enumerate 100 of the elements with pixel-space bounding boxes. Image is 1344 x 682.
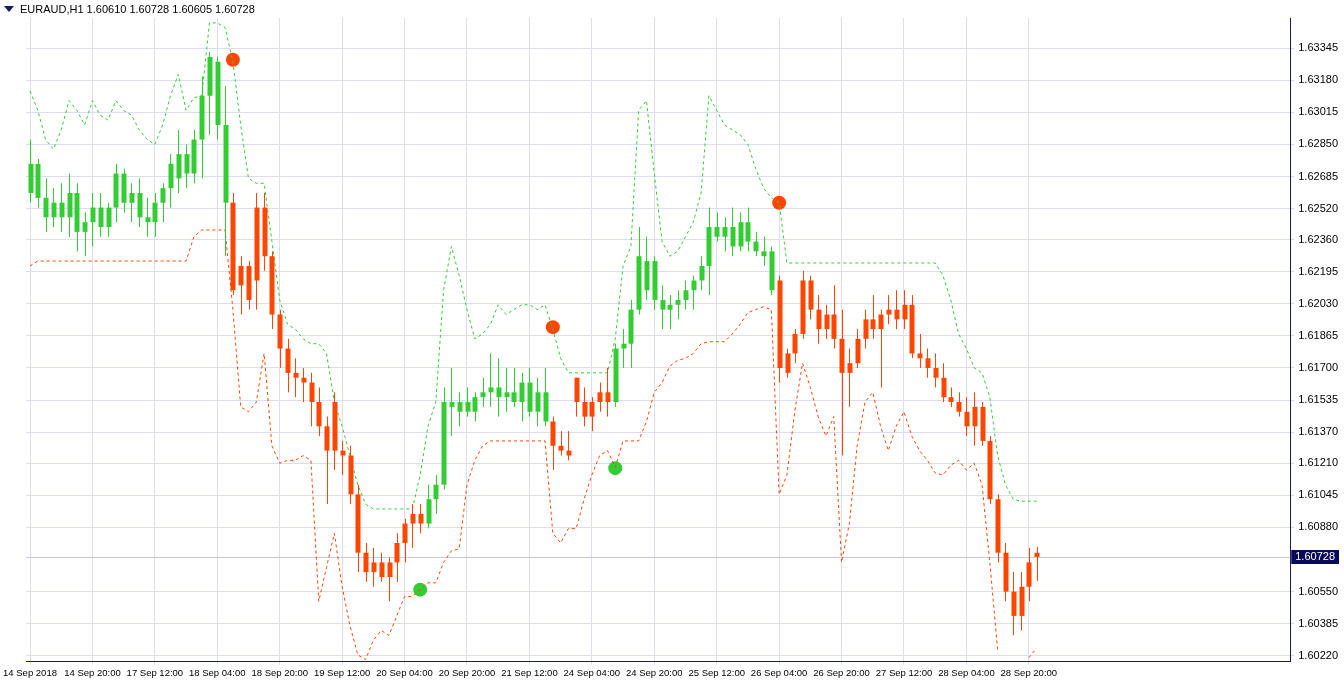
candlestick — [511, 367, 517, 408]
candlestick — [863, 309, 869, 350]
candlestick — [488, 352, 494, 408]
candlestick — [941, 362, 947, 403]
candlestick — [59, 182, 65, 233]
candlestick — [106, 202, 112, 238]
x-tick-label: 28 Sep 04:00 — [938, 666, 995, 678]
candlestick — [870, 294, 876, 340]
candlestick — [722, 216, 728, 252]
candlestick — [730, 207, 736, 257]
candlestick — [714, 211, 720, 243]
candlestick — [394, 532, 400, 583]
candlestick — [621, 328, 627, 369]
candlestick — [699, 255, 705, 291]
candlestick — [535, 377, 541, 427]
candlestick — [402, 518, 408, 563]
candlestick — [43, 177, 49, 233]
point — [608, 461, 623, 476]
candlestick — [691, 275, 697, 311]
candlestick — [886, 294, 892, 325]
candlestick — [152, 192, 158, 238]
candlestick — [472, 391, 478, 422]
x-tick-label: 24 Sep 04:00 — [563, 666, 621, 678]
x-tick-label: 14 Sep 2018 — [3, 666, 57, 678]
y-tick-label: 1.61700 — [1298, 361, 1338, 374]
candlestick — [1034, 546, 1040, 582]
candlestick — [129, 182, 135, 223]
candlestick — [98, 192, 104, 238]
x-tick-label: 26 Sep 20:00 — [813, 666, 870, 678]
candlestick — [605, 367, 611, 418]
point — [413, 582, 428, 597]
candlestick — [410, 503, 416, 549]
y-tick-label: 1.63345 — [1298, 41, 1338, 54]
point — [225, 52, 240, 67]
candlestick — [753, 231, 759, 257]
candlestick — [675, 289, 681, 320]
candlestick — [933, 352, 939, 388]
candlestick — [660, 284, 666, 330]
chart-title: EURAUD,H1 1.60610 1.60728 1.60605 1.60728 — [20, 3, 255, 15]
x-tick-label: 24 Sep 20:00 — [626, 666, 683, 678]
x-tick-label: 21 Sep 12:00 — [501, 666, 558, 678]
candlestick — [465, 386, 471, 418]
y-tick-label: 1.62030 — [1298, 296, 1338, 309]
y-tick-label: 1.61865 — [1298, 328, 1338, 341]
candlestick — [847, 348, 853, 408]
candlestick — [371, 547, 377, 588]
candlestick — [745, 207, 751, 252]
candlestick — [902, 289, 908, 330]
candlestick — [667, 294, 673, 330]
candlestick — [145, 197, 151, 238]
candlestick — [948, 386, 954, 408]
candlestick — [238, 255, 244, 316]
y-tick-label: 1.62195 — [1298, 264, 1338, 277]
line-series — [29, 22, 1038, 510]
candlestick — [917, 333, 923, 369]
candlestick — [816, 294, 822, 345]
y-tick-label: 1.62850 — [1298, 137, 1338, 150]
x-tick-label: 25 Sep 12:00 — [688, 666, 745, 678]
candlestick — [480, 377, 486, 408]
candlestick — [496, 357, 502, 418]
candlestick — [379, 552, 385, 583]
candlestick — [519, 372, 525, 422]
x-tick-label: 18 Sep 04:00 — [189, 666, 246, 678]
x-tick-label: 20 Sep 20:00 — [438, 666, 496, 678]
candlestick — [582, 386, 588, 427]
candlestick — [589, 396, 595, 432]
candlestick — [761, 236, 767, 267]
candlestick — [184, 143, 190, 189]
candlestick — [683, 280, 689, 311]
candlestick — [301, 367, 307, 403]
y-tick-label: 1.60880 — [1298, 520, 1338, 533]
candlestick — [894, 289, 900, 330]
candlestick — [878, 309, 884, 388]
candlestick — [558, 430, 564, 456]
y-tick-label: 1.62685 — [1298, 169, 1338, 182]
y-tick-label: 1.63015 — [1298, 105, 1338, 118]
y-tick-label: 1.60385 — [1298, 616, 1338, 629]
x-tick-label: 14 Sep 20:00 — [64, 666, 121, 678]
y-tick-label: 1.62520 — [1298, 201, 1338, 214]
candlestick — [363, 542, 369, 583]
candlestick — [824, 304, 830, 340]
y-tick-label: 1.61210 — [1298, 456, 1338, 469]
y-tick-label: 1.63180 — [1298, 73, 1338, 86]
x-tick-label: 27 Sep 12:00 — [875, 666, 933, 678]
candlestick — [449, 367, 455, 437]
candlestick — [956, 391, 962, 418]
candlestick — [160, 182, 166, 223]
x-tick-label: 20 Sep 04:00 — [376, 666, 433, 678]
y-tick-label: 1.61370 — [1298, 425, 1338, 438]
point — [545, 320, 560, 335]
candlestick — [597, 382, 603, 413]
x-tick-label: 26 Sep 04:00 — [750, 666, 808, 678]
candlestick — [972, 391, 978, 447]
candlestick — [309, 372, 315, 427]
y-tick-label: 1.61535 — [1298, 393, 1338, 406]
y-tick-label: 1.60220 — [1298, 648, 1338, 661]
candlestick — [387, 557, 393, 602]
candlestick — [418, 503, 424, 534]
candlestick — [785, 348, 791, 379]
candlestick — [293, 357, 299, 398]
